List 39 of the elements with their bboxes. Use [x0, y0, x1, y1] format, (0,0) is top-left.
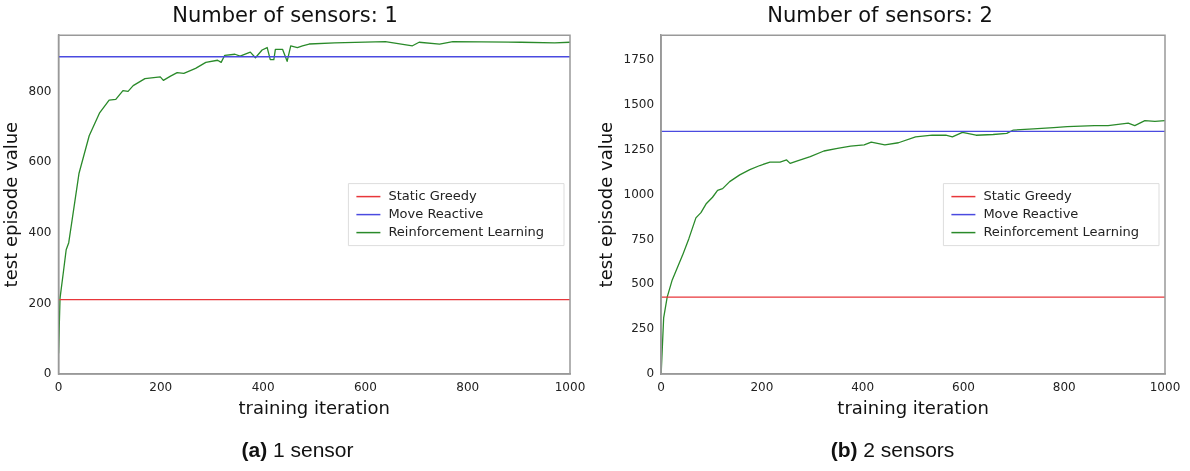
- y-tick-label: 500: [631, 276, 655, 291]
- text: (b) 2 sensors: [829, 438, 956, 462]
- y-tick-label: 1250: [623, 142, 655, 157]
- y-tick-label: 1000: [623, 186, 655, 201]
- x-tick-label: 600: [952, 380, 975, 395]
- legend-label: Move Reactive: [983, 205, 1079, 221]
- y-tick-label: 600: [28, 154, 52, 169]
- chart-title: Number of sensors: 2: [767, 3, 993, 28]
- text: (a) 1 sensor: [240, 438, 355, 462]
- chart-title: Number of sensors: 1: [172, 3, 398, 28]
- y-tick-label: 400: [28, 224, 52, 239]
- y-tick-label: 200: [28, 295, 52, 310]
- y-tick-label: 1500: [623, 97, 655, 112]
- y-tick-label: 800: [28, 83, 52, 98]
- x-tick-label: 400: [251, 380, 275, 395]
- legend-label: Static Greedy: [388, 187, 478, 203]
- x-tick-label: 0: [54, 380, 63, 395]
- y-axis-title: test episode value: [0, 121, 22, 288]
- x-tick-label: 200: [149, 380, 173, 395]
- legend-label: Reinforcement Learning: [388, 223, 545, 239]
- y-axis-title: test episode value: [595, 121, 617, 288]
- legend-label: Move Reactive: [388, 205, 484, 221]
- x-axis-title: training iteration: [837, 396, 989, 418]
- y-tick-label: 0: [43, 366, 52, 381]
- x-axis-title: training iteration: [238, 396, 390, 418]
- x-tick-label: 0: [657, 380, 665, 395]
- x-tick-label: 200: [750, 380, 774, 395]
- x-tick-label: 800: [1052, 380, 1076, 395]
- y-tick-label: 250: [631, 321, 655, 336]
- legend-label: Static Greedy: [983, 187, 1073, 203]
- legend-label: Reinforcement Learning: [983, 223, 1140, 239]
- y-tick-label: 0: [646, 366, 655, 381]
- x-tick-label: 800: [456, 380, 480, 395]
- y-tick-label: 1750: [623, 52, 655, 67]
- y-tick-label: 750: [631, 231, 655, 246]
- x-tick-label: 1000: [554, 380, 586, 395]
- x-tick-label: 600: [353, 380, 377, 395]
- x-tick-label: 1000: [1149, 380, 1181, 395]
- x-tick-label: 400: [851, 380, 875, 395]
